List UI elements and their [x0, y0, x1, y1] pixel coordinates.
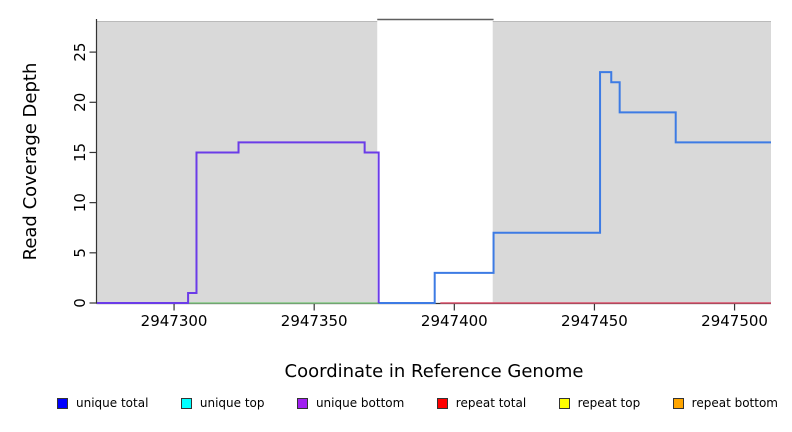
unique-total-swatch-icon — [57, 397, 68, 409]
repeat-bottom-swatch-icon — [672, 397, 684, 409]
y-axis-title: Read Coverage Depth — [20, 63, 41, 261]
x-tick-label: 2947500 — [701, 312, 768, 330]
legend-label: unique total — [76, 396, 149, 410]
series-unique-total — [378, 71, 771, 304]
legend-item-unique-bottom: unique bottom — [296, 396, 405, 410]
coverage-chart: 0 5 10 15 20 25 2947300 2947350 2947400 2947450 29… — [20, 18, 771, 382]
unique-bottom-swatch-icon — [296, 397, 308, 409]
x-tick-label: 2947300 — [141, 312, 208, 330]
x-tick-label: 2947400 — [421, 312, 488, 330]
y-tick-label: 15 — [71, 143, 89, 162]
legend-item-repeat-bottom: repeat bottom — [672, 396, 778, 410]
legend-label: unique bottom — [315, 396, 405, 410]
y-tick-label: 10 — [71, 193, 89, 212]
repeat-top-swatch-icon — [558, 397, 570, 409]
unique-top-swatch-icon — [180, 397, 192, 409]
x-tick-label: 2947450 — [561, 312, 628, 330]
y-tick-label: 20 — [71, 93, 89, 112]
shaded-region-right — [492, 22, 771, 303]
y-tick-label: 25 — [71, 43, 89, 62]
legend-label: repeat bottom — [691, 396, 778, 410]
legend-item-repeat-total: repeat total — [436, 396, 527, 410]
legend-item-unique-top: unique top — [180, 396, 265, 410]
y-tick-label: 5 — [71, 248, 89, 258]
series-unique-bottom — [97, 141, 380, 304]
x-tick-label: 2947350 — [281, 312, 348, 330]
y-tick-label: 0 — [71, 298, 89, 308]
repeat-total-swatch-icon — [436, 397, 448, 409]
legend: unique total unique top unique bottom re… — [0, 396, 792, 410]
x-axis-title: Coordinate in Reference Genome — [285, 361, 584, 382]
legend-label: repeat top — [577, 396, 641, 410]
legend-label: repeat total — [455, 396, 527, 410]
legend-item-repeat-top: repeat top — [558, 396, 641, 410]
legend-label: unique top — [199, 396, 265, 410]
legend-item-unique-total: unique total — [57, 396, 148, 410]
shaded-region-left — [97, 22, 378, 303]
